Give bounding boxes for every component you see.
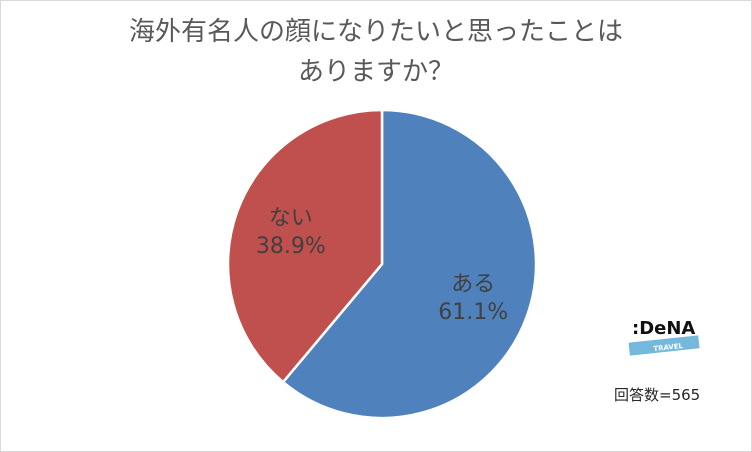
slice-value-1: 38.9%	[256, 234, 326, 259]
chart-title: 海外有名人の顔になりたいと思ったことは ありますか？	[0, 12, 752, 92]
respondent-count: 回答数=565	[614, 386, 701, 404]
svg-text::DeNA: :DeNA	[632, 318, 695, 339]
chart-title-line-2: ありますか？	[297, 57, 454, 87]
svg-text:TRAVEL: TRAVEL	[653, 342, 684, 353]
slice-value-0: 61.1%	[438, 300, 508, 325]
chart-title-line-1: 海外有名人の顔になりたいと思ったことは	[128, 17, 623, 47]
pie-slice-1	[226, 108, 384, 384]
slice-label-1: ない	[269, 206, 313, 231]
dena-travel-logo: :DeNA TRAVEL	[626, 312, 706, 362]
pie-slice-0	[281, 108, 538, 420]
slice-label-0: ある	[451, 272, 495, 297]
